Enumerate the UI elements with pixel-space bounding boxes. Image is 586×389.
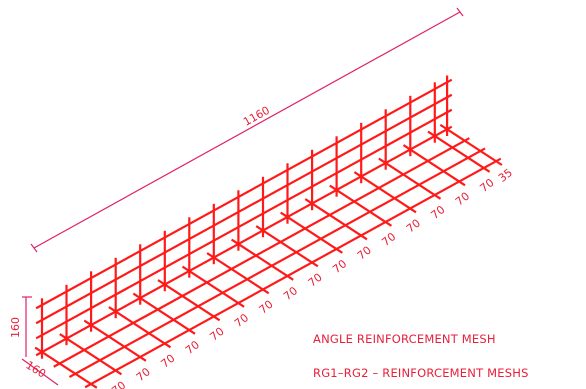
spacing-label-10: 70 [355,244,374,263]
transverse-bar-6 [181,265,245,308]
spacing-label-6: 70 [257,298,276,317]
spacing-label-5: 70 [232,311,251,330]
height-dimension-label: 160 [9,317,22,338]
spacing-label-3: 70 [183,338,202,357]
spacing-label-15: 70 [478,176,497,195]
depth-dimension-line [21,358,59,386]
transverse-bar-4 [132,292,196,335]
transverse-bar-3 [108,306,172,349]
spacing-label-14: 70 [453,190,472,209]
transverse-bar-10 [280,211,343,254]
longitudinal-bar-vertical-1 [35,108,453,340]
transverse-bar-7 [206,252,270,295]
reinforcement-mesh [34,75,503,389]
transverse-bar-12 [329,184,393,227]
spacing-label-7: 70 [281,284,300,303]
length-dimension-line [33,11,461,249]
transverse-bar-15 [402,144,466,187]
spacing-label-9: 70 [330,257,349,276]
longitudinal-bar-horizontal-0 [53,137,470,368]
spacing-label-12: 70 [404,217,423,236]
longitudinal-bar-horizontal-2 [84,157,502,389]
spacing-label-4: 70 [208,325,227,344]
height-dimension [22,296,32,357]
spacing-label-13: 70 [428,203,447,222]
spacing-label-2: 70 [158,352,177,371]
longitudinal-bar-horizontal-1 [68,147,486,378]
transverse-bar-5 [157,279,221,322]
depth-dimension-label: 160 [23,359,48,381]
depth-dimension [21,358,59,386]
transverse-bar-17 [439,123,503,166]
transverse-bar-16 [427,130,491,173]
transverse-bar-14 [378,157,442,200]
spacing-label-16: 35 [496,166,515,185]
spacing-label-1: 70 [134,365,153,384]
length-dimension [30,7,464,253]
spacing-label-8: 70 [306,271,325,290]
transverse-bar-9 [255,225,319,268]
transverse-bar-2 [83,319,147,362]
transverse-bar-13 [353,171,417,214]
transverse-bar-11 [304,198,368,241]
length-dimension-tick-start [30,243,38,253]
length-dimension-tick-end [456,7,464,17]
transverse-bar-8 [230,238,294,281]
longitudinal-bar-vertical-2 [35,93,453,325]
longitudinal-bar-vertical-0 [35,125,453,357]
spacing-label-0: 70 [109,379,128,389]
longitudinal-bar-vertical-3 [35,78,453,310]
transverse-bar-1 [59,333,123,376]
transverse-bar-0 [34,346,98,389]
spacing-label-11: 70 [379,230,398,249]
caption-rg1-rg2-meshes: RG1–RG2 – REINFORCEMENT MESHS [313,366,529,380]
caption-angle-reinforcement-mesh: ANGLE REINFORCEMENT MESH [313,332,496,346]
